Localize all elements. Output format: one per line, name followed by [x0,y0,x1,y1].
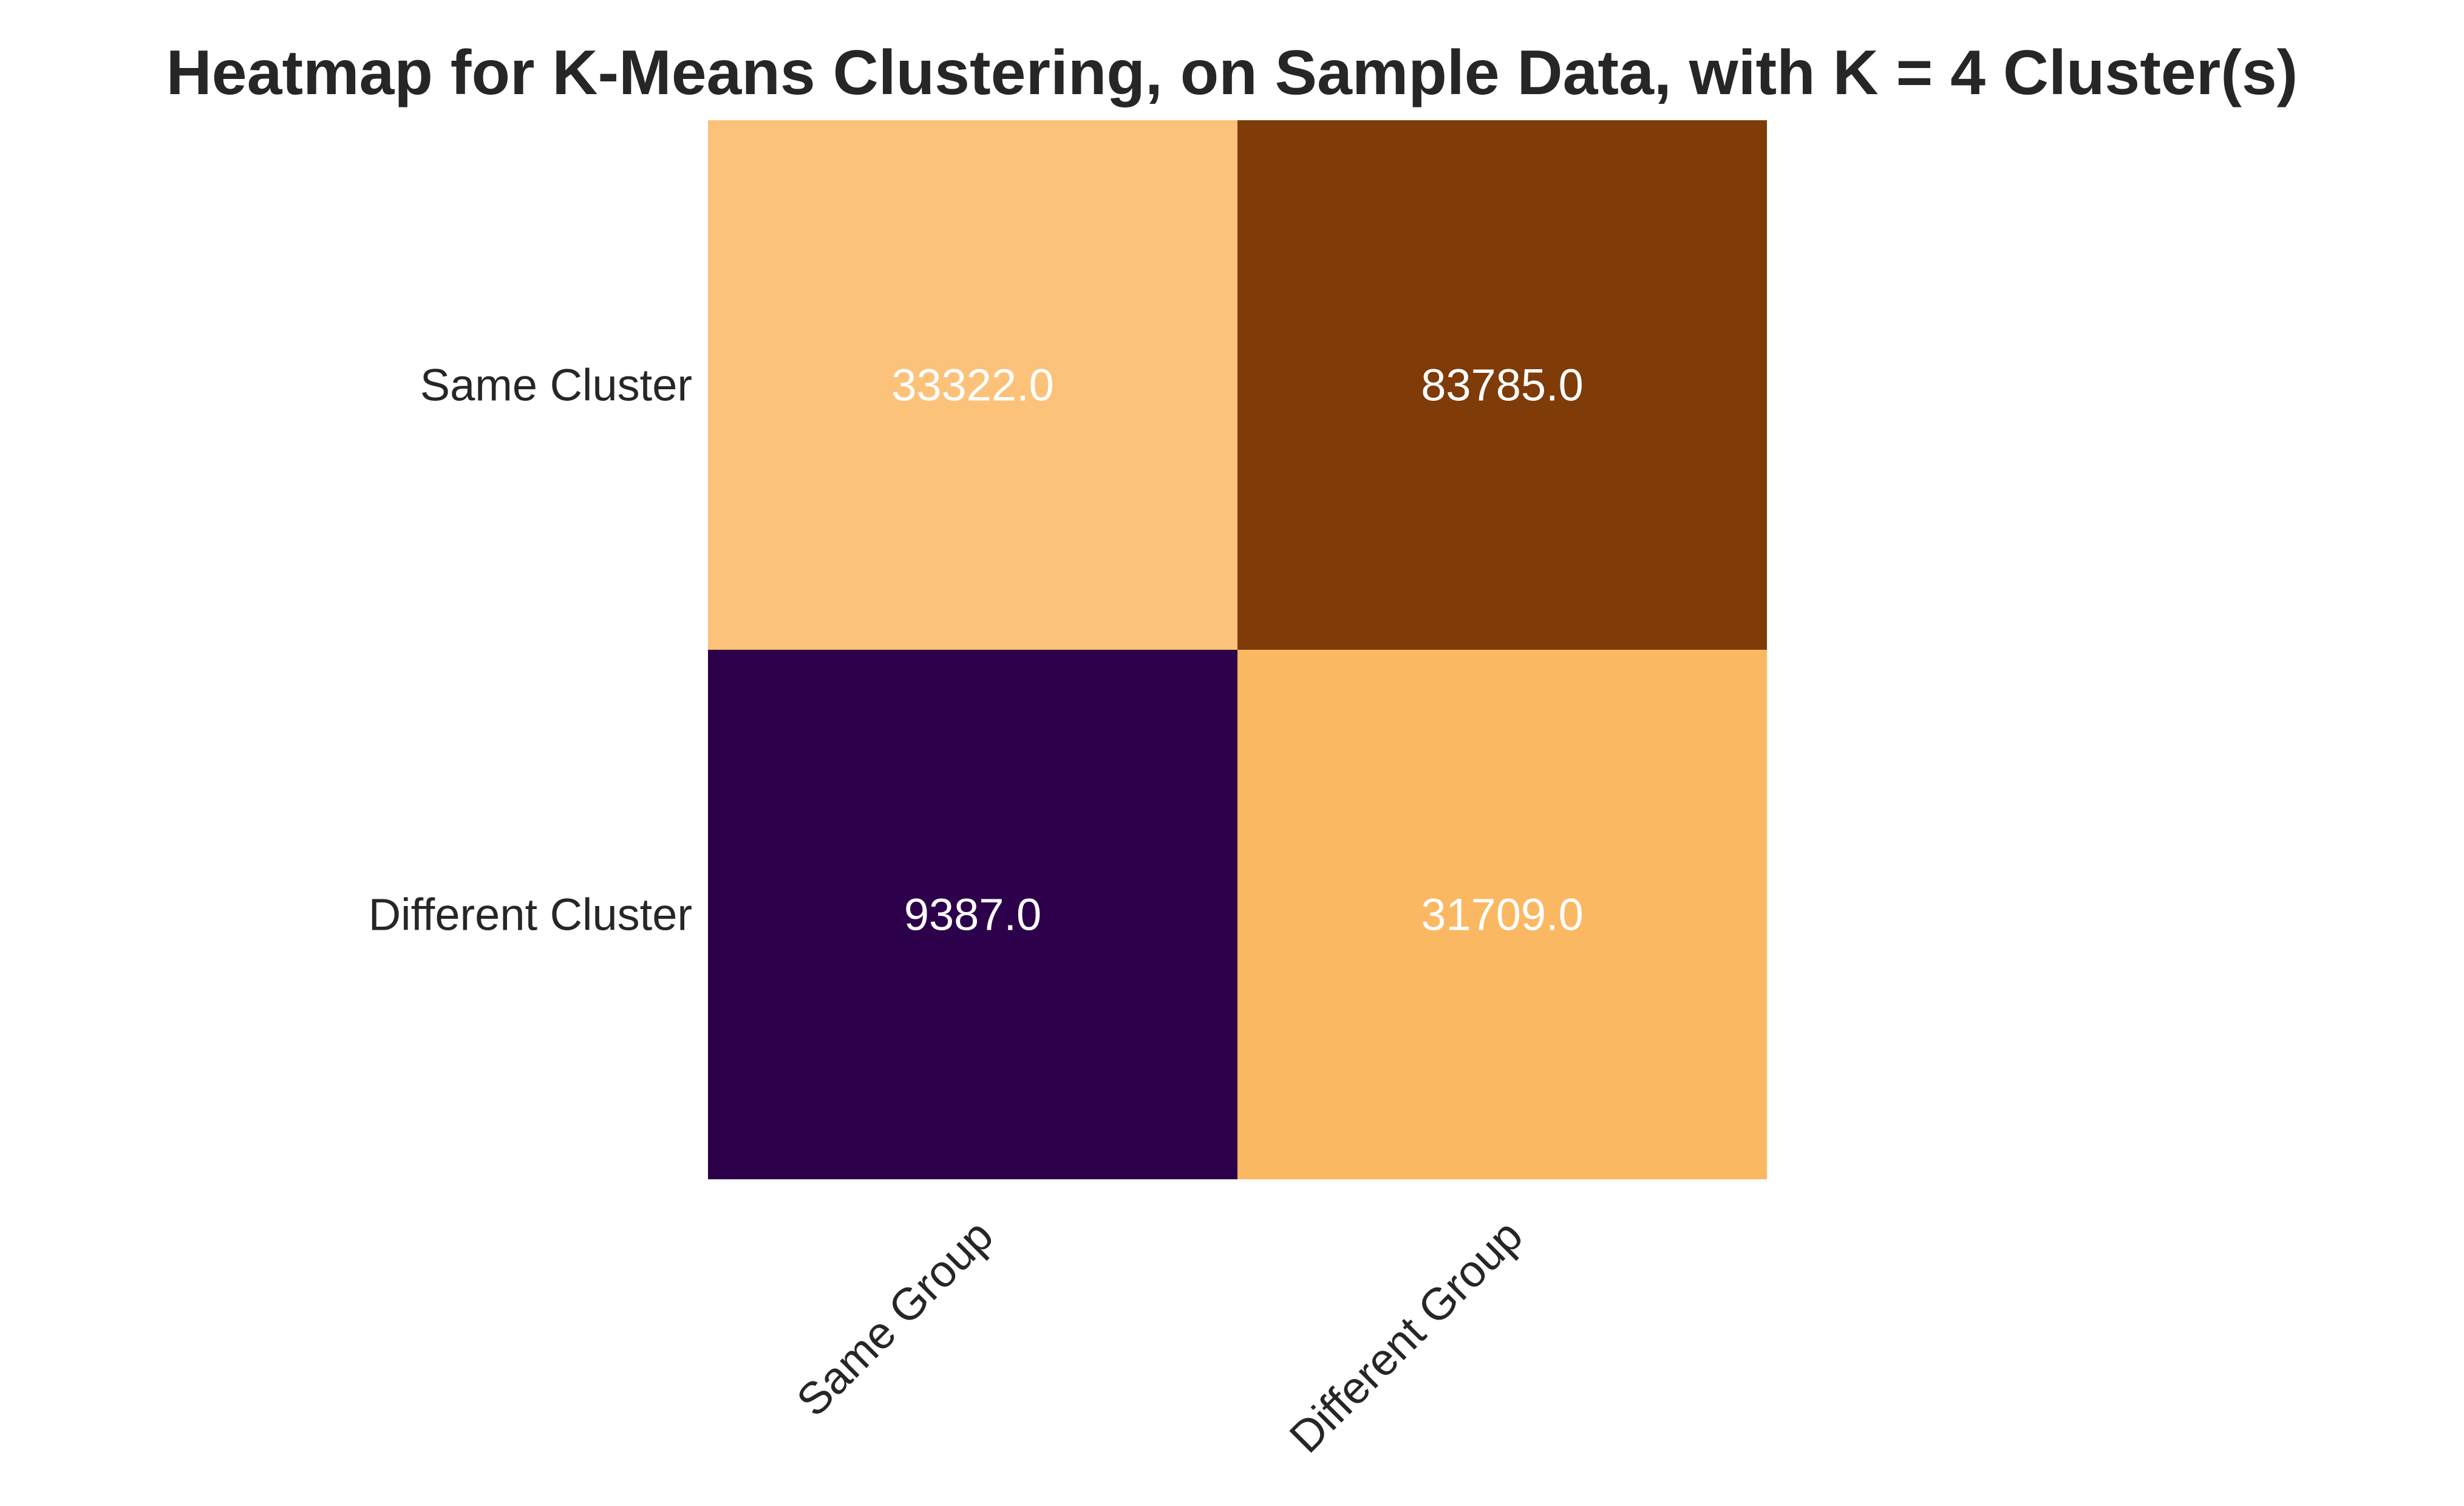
x-tick-labels: Same Group Different Group [787,1210,1532,1462]
heatmap-cell-different-cluster-same-group [708,650,1237,1179]
cell-value-label: 33322.0 [891,360,1054,411]
heatmap-cell-same-cluster-same-group [708,120,1237,650]
heatmap-cell-different-cluster-different-group [1237,650,1767,1179]
cell-value-label: 31709.0 [1421,890,1584,940]
chart-title: Heatmap for K-Means Clustering, on Sampl… [166,38,2298,108]
cell-annotations: 33322.0 83785.0 9387.0 31709.0 [891,360,1584,940]
y-tick-labels: Same Cluster Different Cluster [369,360,692,940]
y-tick-label: Different Cluster [369,890,692,940]
cell-value-label: 83785.0 [1421,360,1584,411]
heatmap-cell-same-cluster-different-group [1237,120,1767,650]
heatmap-cells [708,120,1767,1179]
x-tick-label: Same Group [787,1210,1002,1426]
x-tick-label: Different Group [1280,1210,1532,1462]
y-tick-label: Same Cluster [420,360,692,411]
cell-value-label: 9387.0 [904,890,1041,940]
